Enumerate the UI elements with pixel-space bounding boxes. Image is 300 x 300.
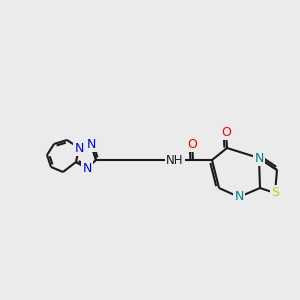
Text: S: S — [271, 187, 279, 200]
Text: O: O — [187, 137, 197, 151]
Text: N: N — [234, 190, 244, 203]
Text: N: N — [74, 142, 84, 154]
Text: N: N — [86, 137, 96, 151]
Text: N: N — [254, 152, 264, 164]
Text: N: N — [82, 161, 92, 175]
Text: O: O — [221, 125, 231, 139]
Text: NH: NH — [166, 154, 184, 166]
